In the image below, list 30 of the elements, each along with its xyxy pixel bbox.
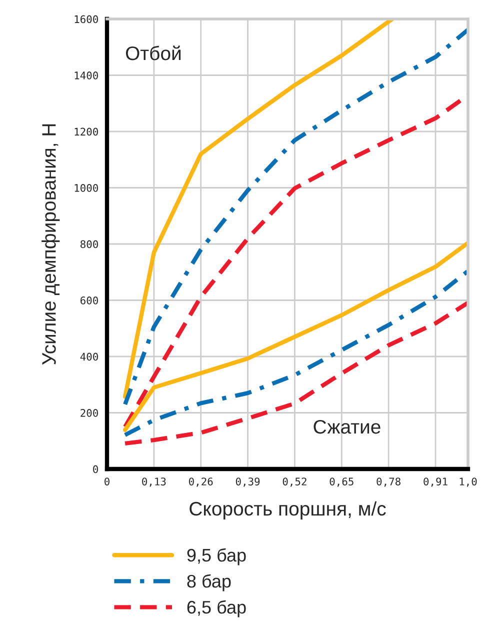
annotation: Сжатие: [314, 420, 380, 434]
x-tick-label: 0,13: [142, 478, 166, 487]
y-tick-label: 600: [80, 296, 98, 304]
y-tick-label: 400: [80, 352, 98, 361]
annotation: Отбой: [126, 46, 181, 60]
x-tick-label: 0,91: [424, 478, 448, 487]
x-tick-label: 0,26: [188, 478, 213, 487]
line-series: [122, 28, 468, 406]
line-series: [122, 300, 468, 446]
legend-label: 6,5 бар: [187, 600, 246, 618]
x-tick-label: 0,39: [236, 478, 260, 487]
legend-label: 8 бар: [187, 574, 231, 592]
line-series: [122, 19, 394, 399]
line-series: [122, 240, 468, 432]
y-tick-label: 1000: [74, 184, 98, 192]
legend-label: 9,5 бар: [187, 548, 246, 566]
y-axis-title: Усилие демпфирования, Н: [42, 124, 60, 365]
x-tick-label: 0,65: [330, 478, 354, 487]
y-tick-label: 200: [80, 409, 98, 417]
y-tick-label: 1200: [74, 128, 98, 136]
x-axis-title: Скорость поршня, м/с: [190, 501, 386, 520]
x-tick-label: 0: [104, 478, 110, 486]
line-series: [122, 268, 468, 438]
y-tick-label: 1600: [74, 15, 98, 24]
x-tick-label: 1,0: [460, 478, 477, 487]
y-tick-label: 800: [80, 240, 98, 248]
x-tick-label: 0,52: [282, 478, 306, 487]
y-tick-label: 1400: [74, 72, 98, 80]
y-tick-label: 0: [93, 465, 98, 474]
x-tick-label: 0,78: [376, 478, 400, 487]
